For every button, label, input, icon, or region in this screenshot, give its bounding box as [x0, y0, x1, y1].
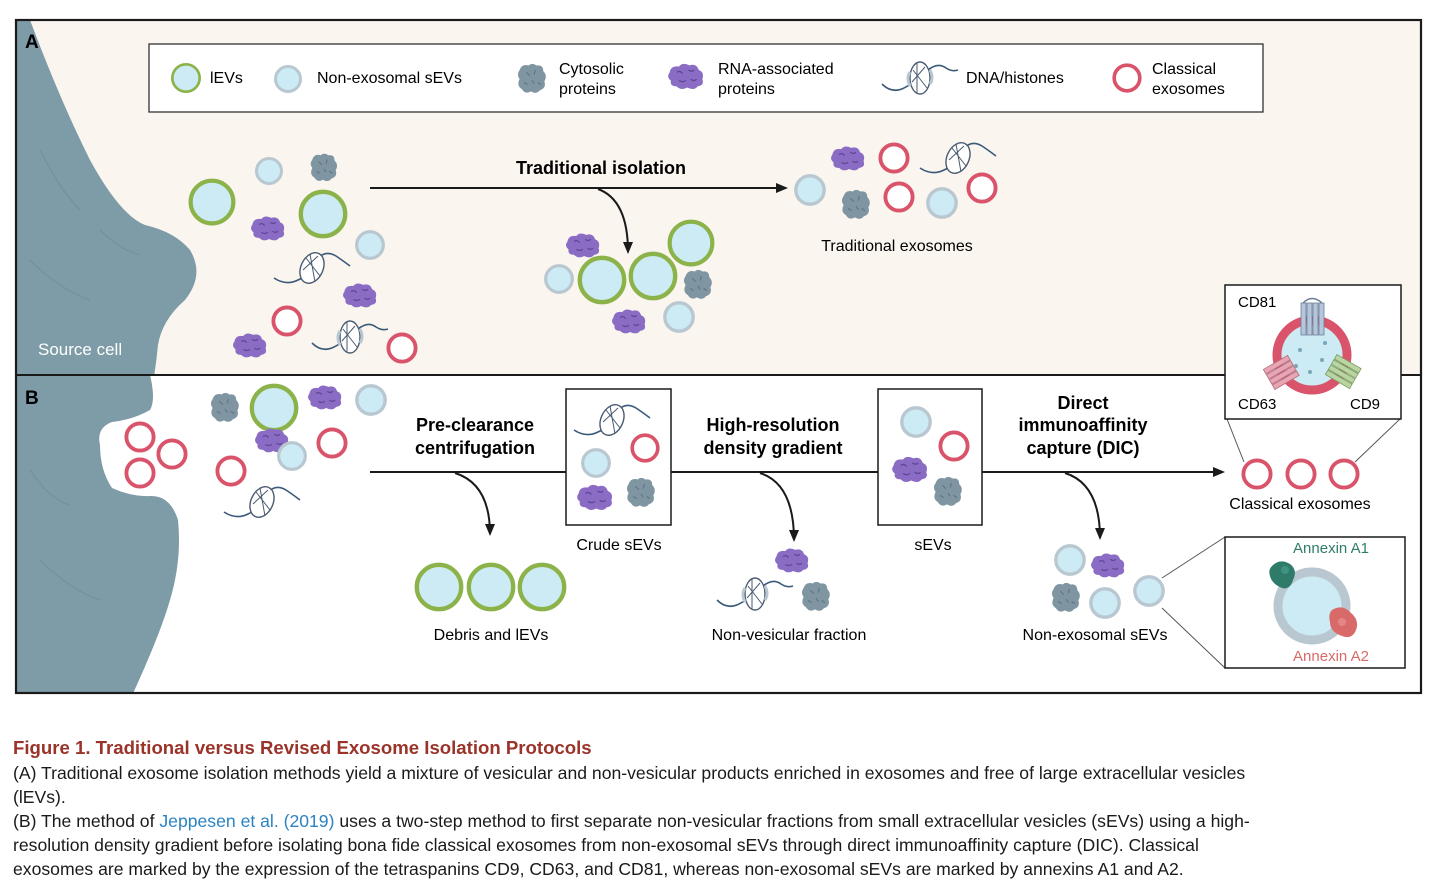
sevs-label: sEVs: [914, 537, 951, 554]
cd9-label: CD9: [1350, 396, 1380, 413]
legend-box: [148, 43, 1264, 113]
zoom-line-top-left: [1226, 418, 1245, 463]
annexin-a2-label: Annexin A2: [1293, 648, 1369, 665]
step3-label-line3: capture (DIC): [1026, 438, 1139, 458]
non-exosomal-sevs-group: [1051, 544, 1165, 619]
annexin-a1-label: Annexin A1: [1293, 540, 1369, 557]
cd9-icon: [1324, 354, 1362, 390]
tetraspanin-exosome-diagram: [1262, 297, 1362, 395]
caption-a-line1: (A) Traditional exosome isolation method…: [13, 763, 1246, 783]
classical-exosomes-label: Classical exosomes: [1229, 496, 1370, 513]
figure-frame: [14, 18, 1423, 695]
traditional-isolation-label: Traditional isolation: [516, 158, 686, 178]
zoom-line-bottom-bottom: [1161, 607, 1226, 669]
figure-caption: Figure 1. Traditional versus Revised Exo…: [13, 736, 1425, 881]
step1-discard-arrow: [454, 472, 495, 536]
panel-b-budding-exosomes: [124, 421, 188, 489]
caption-b-line3: exosomes are marked by the expression of…: [13, 859, 1184, 879]
annexin-a1-icon: [1269, 561, 1295, 589]
legend-label-cytosolic-1: Cytosolic: [559, 61, 624, 78]
zoom-line-top-right: [1354, 418, 1401, 463]
step2-label-line2: density gradient: [703, 438, 842, 458]
legend: lEVs Non-exosomal sEVs Cytosolic protein…: [148, 43, 1264, 113]
cd63-icon: [1262, 354, 1300, 390]
traditional-discard-arrow: [597, 188, 633, 254]
caption-b-post: uses a two-step method to first separate…: [339, 811, 1250, 831]
cd63-label: CD63: [1238, 396, 1276, 413]
figure-diagram: A lEVs Non-exosomal sEVs Cytosolic prote…: [14, 18, 1423, 695]
legend-label-classical-1: Classical: [1152, 61, 1216, 78]
cytosolic-protein-icon: [517, 63, 547, 94]
classical-exosome-icon: [1112, 63, 1142, 93]
crude-sevs-label: Crude sEVs: [576, 537, 661, 554]
legend-label-rna-2: proteins: [718, 81, 775, 98]
caption-b-line1: (B) The method of Jeppesen et al. (2019)…: [13, 809, 1425, 833]
step2-discard-arrow: [759, 472, 799, 542]
source-cell-b: [16, 375, 179, 693]
legend-label-non-exosomal-sevs: Non-exosomal sEVs: [317, 70, 462, 87]
caption-a-line2: (lEVs).: [13, 787, 66, 807]
caption-b-pre: (B) The method of: [13, 811, 155, 831]
annexin-sev-diagram: [1269, 561, 1358, 645]
large-ev-icon: [170, 63, 202, 93]
legend-label-cytosolic-2: proteins: [559, 81, 616, 98]
panel-b-mixture: [210, 385, 387, 522]
source-cell-label-a: Source cell: [38, 340, 122, 359]
step2-label-line1: High-resolution: [707, 415, 840, 435]
non-vesicular-label: Non-vesicular fraction: [712, 627, 867, 644]
non-vesicular-group: [715, 547, 831, 612]
legend-label-levs: lEVs: [210, 70, 243, 87]
step1-label-line2: centrifugation: [415, 438, 535, 458]
caption-b-line2: resolution density gradient before isola…: [13, 835, 1199, 855]
small-ev-icon: [274, 65, 302, 93]
non-exosomal-sevs-label: Non-exosomal sEVs: [1023, 627, 1168, 644]
step3-label-line1: Direct: [1057, 393, 1108, 413]
cd81-label: CD81: [1238, 294, 1276, 311]
zoom-line-bottom-top: [1161, 536, 1226, 579]
panel-b-label: B: [25, 388, 39, 409]
step3-label-line2: immunoaffinity: [1019, 415, 1148, 435]
classical-exosomes-group: [1241, 458, 1360, 490]
cd81-icon: [1300, 297, 1325, 336]
legend-label-classical-2: exosomes: [1152, 81, 1225, 98]
traditional-exosomes-label: Traditional exosomes: [821, 238, 972, 255]
legend-label-dna: DNA/histones: [966, 70, 1064, 87]
step3-discard-arrow: [1064, 472, 1105, 540]
legend-label-rna-1: RNA-associated: [718, 61, 834, 78]
caption-title: Figure 1. Traditional versus Revised Exo…: [13, 737, 592, 758]
debris-levs-group: [417, 565, 564, 609]
step1-label-line1: Pre-clearance: [416, 415, 534, 435]
citation-link[interactable]: Jeppesen et al. (2019): [159, 811, 335, 831]
panel-a-label: A: [25, 32, 39, 53]
annexin-a2-icon: [1329, 607, 1358, 638]
sevs-box: [877, 388, 983, 526]
debris-levs-label: Debris and lEVs: [434, 627, 549, 644]
